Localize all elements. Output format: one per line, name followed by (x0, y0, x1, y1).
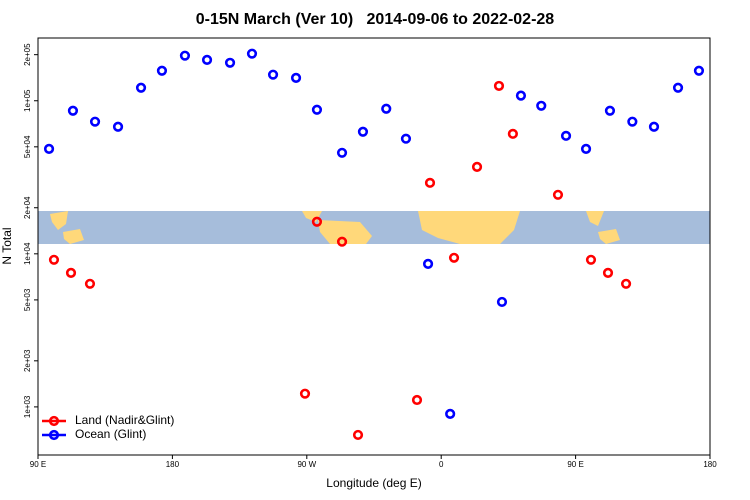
point (299, 388, 311, 399)
map-land (50, 211, 68, 230)
x-tick-label: 90 W (297, 460, 316, 469)
point (552, 189, 564, 200)
map-land (418, 211, 520, 244)
point (336, 147, 348, 158)
point (648, 121, 660, 132)
point (536, 100, 547, 111)
point (67, 105, 79, 116)
legend-marker (48, 429, 60, 441)
legend-marker (48, 415, 60, 427)
legend-label: Land (Nadir&Glint) (75, 413, 174, 427)
x-axis-label: Longitude (deg E) (326, 476, 421, 490)
legend-label: Ocean (Glint) (75, 427, 146, 441)
point (224, 57, 236, 68)
point (43, 143, 55, 154)
point (267, 69, 279, 80)
point (422, 258, 434, 269)
x-tick-label: 90 E (567, 460, 583, 469)
point (580, 143, 592, 154)
point (471, 161, 483, 172)
point (672, 82, 684, 93)
point (48, 254, 60, 265)
y-tick-label: 5e+04 (23, 135, 32, 158)
map-land (318, 220, 372, 244)
x-tick-label: 90 E (30, 460, 46, 469)
point (493, 80, 505, 92)
map-band (38, 211, 710, 244)
point (311, 216, 323, 227)
point (400, 133, 412, 144)
point (602, 267, 614, 278)
x-tick-label: 0 (439, 460, 444, 469)
point (448, 252, 460, 263)
y-tick-label: 1e+03 (23, 395, 32, 418)
point (156, 65, 168, 76)
y-tick-label: 2e+05 (23, 43, 32, 66)
y-tick-label: 1e+05 (23, 89, 32, 112)
point (560, 130, 572, 141)
y-tick-label: 2e+04 (23, 196, 32, 219)
point (585, 254, 597, 265)
y-tick-label: 2e+03 (23, 349, 32, 372)
point (311, 104, 323, 115)
point (179, 50, 191, 61)
point (201, 54, 213, 65)
point (246, 48, 258, 59)
point (336, 236, 348, 247)
point (620, 278, 632, 289)
point (515, 90, 527, 101)
point (604, 105, 616, 116)
point (65, 267, 77, 278)
x-tick-label: 180 (166, 460, 180, 469)
point (352, 429, 364, 441)
point (112, 121, 124, 132)
point (381, 103, 392, 114)
chart-title: 0-15N March (Ver 10) 2014-09-06 to 2022-… (196, 11, 555, 28)
map-land (598, 229, 620, 244)
point (84, 278, 96, 289)
point (424, 177, 436, 188)
plot-frame (37, 37, 711, 456)
point (693, 65, 705, 76)
y-tick-label: 5e+03 (23, 288, 32, 311)
point (290, 72, 302, 84)
point (357, 126, 369, 137)
point (445, 408, 456, 419)
map-land (586, 211, 604, 226)
y-tick-label: 1e+04 (23, 242, 32, 265)
point (507, 128, 518, 139)
point (89, 116, 101, 127)
point (135, 82, 147, 93)
point (411, 394, 423, 406)
map-land (63, 229, 84, 244)
point (496, 296, 508, 308)
x-tick-label: 180 (703, 460, 717, 469)
y-axis-label: N Total (0, 227, 14, 264)
point (627, 116, 638, 127)
